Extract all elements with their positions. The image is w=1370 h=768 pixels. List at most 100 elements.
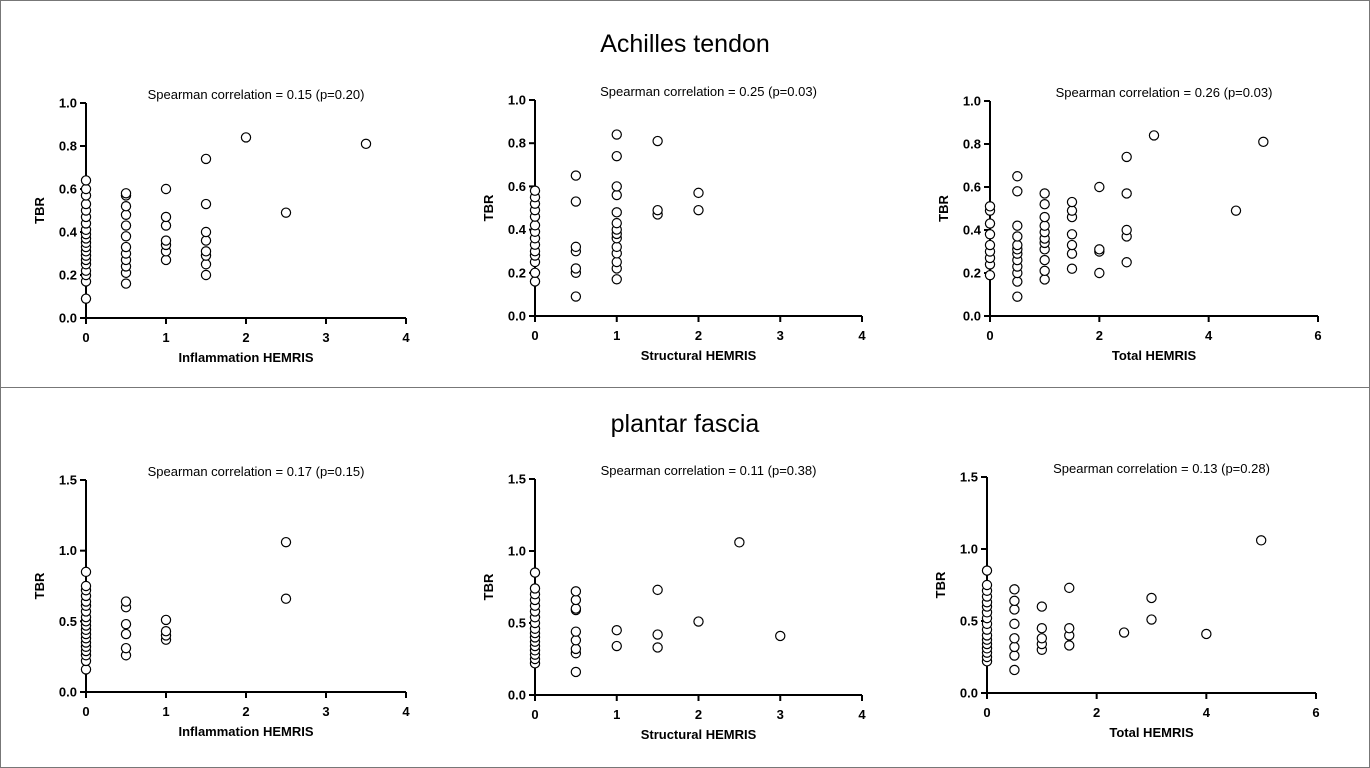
- data-point: [120, 618, 132, 630]
- y-axis-title: TBR: [933, 571, 948, 598]
- data-point: [160, 220, 172, 231]
- data-point: [200, 259, 212, 270]
- data-point: [570, 666, 582, 678]
- x-axis-title: Total HEMRIS: [1112, 348, 1197, 363]
- y-axis-title: TBR: [481, 194, 496, 221]
- data-point: [1012, 231, 1023, 242]
- y-tick-label: 0.2: [59, 268, 77, 283]
- data-point: [1064, 640, 1075, 651]
- y-tick-label: 0.2: [963, 266, 981, 281]
- data-point: [1066, 229, 1078, 240]
- x-tick-label: 2: [242, 330, 249, 345]
- y-tick-label: 1.5: [59, 473, 77, 488]
- y-tick-label: 0.5: [960, 614, 978, 629]
- data-point: [529, 567, 541, 578]
- data-point: [160, 254, 172, 266]
- y-tick-label: 0.0: [59, 685, 77, 700]
- data-point: [280, 593, 292, 604]
- data-point: [1036, 623, 1048, 634]
- data-point: [200, 269, 212, 281]
- y-tick-label: 0.8: [508, 136, 526, 151]
- x-axis-title: Structural HEMRIS: [641, 727, 757, 742]
- data-point: [1039, 254, 1050, 266]
- y-tick-label: 1.5: [960, 470, 978, 485]
- data-point: [984, 229, 996, 240]
- data-point: [570, 594, 582, 606]
- data-point: [1064, 623, 1075, 634]
- data-point: [160, 235, 172, 246]
- scatter-panel-1: 0.0 0.2 0.4 0.6 0.8 1.0 0 1 2 3 4 Inflammation HEMR…: [32, 87, 410, 365]
- data-point: [984, 201, 996, 212]
- data-point: [1009, 633, 1020, 644]
- data-point: [1066, 263, 1078, 274]
- x-tick-label: 6: [1314, 328, 1321, 343]
- data-point: [1121, 151, 1132, 163]
- data-point: [1036, 601, 1048, 612]
- y-tick-label: 0.0: [59, 311, 77, 326]
- data-point: [1094, 181, 1105, 193]
- data-point: [1148, 130, 1160, 141]
- data-point: [120, 188, 132, 199]
- data-point: [120, 209, 132, 220]
- data-point: [1039, 188, 1050, 199]
- y-tick-label: 1.0: [960, 542, 978, 557]
- y-tick-label: 0.6: [508, 179, 526, 194]
- x-tick-label: 2: [1096, 328, 1103, 343]
- x-axis-title: Inflammation HEMRIS: [178, 350, 313, 365]
- y-tick-label: 1.0: [508, 93, 526, 108]
- data-point: [570, 291, 582, 302]
- x-tick-label: 3: [322, 704, 329, 719]
- x-tick-label: 0: [986, 328, 993, 343]
- data-point: [1012, 171, 1023, 182]
- data-point: [693, 616, 704, 627]
- data-point: [80, 183, 92, 195]
- data-point: [120, 220, 132, 231]
- x-tick-label: 2: [1093, 705, 1100, 720]
- data-point: [984, 218, 996, 229]
- data-point: [611, 241, 622, 253]
- data-point: [80, 175, 92, 186]
- data-point: [652, 584, 663, 596]
- data-point: [1094, 267, 1105, 279]
- spearman-annotation: Spearman correlation = 0.26 (p=0.03): [1056, 85, 1273, 100]
- data-point: [120, 596, 132, 607]
- x-tick-label: 3: [777, 328, 784, 343]
- data-point: [200, 153, 212, 165]
- data-point: [1039, 220, 1050, 231]
- y-tick-label: 1.0: [508, 544, 526, 559]
- data-point: [611, 640, 622, 652]
- scatter-panel-6: 0.0 0.5 1.0 1.5 0 2 4 6 Total HEMRIS TBR Spearman …: [933, 461, 1320, 740]
- data-point: [160, 626, 172, 637]
- data-point: [1009, 604, 1020, 615]
- x-tick-label: 1: [613, 707, 620, 722]
- data-point: [1009, 595, 1020, 607]
- y-axis-title: TBR: [32, 197, 47, 224]
- data-point: [652, 642, 663, 653]
- data-point: [1064, 582, 1075, 594]
- x-tick-label: 1: [162, 704, 169, 719]
- scatter-panel-5: 0.0 0.5 1.0 1.5 0 1 2 3 4 Structural HEMRIS TBR Spe…: [481, 463, 866, 742]
- y-tick-label: 0.2: [508, 265, 526, 280]
- data-point: [160, 211, 172, 223]
- x-tick-label: 3: [322, 330, 329, 345]
- x-tick-label: 6: [1312, 705, 1319, 720]
- y-tick-label: 0.0: [508, 309, 526, 324]
- y-tick-label: 0.0: [960, 686, 978, 701]
- y-tick-label: 0.0: [963, 309, 981, 324]
- data-point: [1039, 265, 1050, 277]
- y-tick-label: 1.0: [59, 543, 77, 558]
- x-axis-title: Inflammation HEMRIS: [178, 724, 313, 739]
- data-point: [1201, 628, 1212, 640]
- scatter-panels: 0.0 0.2 0.4 0.6 0.8 1.0 0 1 2 3 4 Inflammation HEMR…: [32, 84, 1322, 742]
- data-point: [80, 580, 92, 592]
- data-point: [200, 198, 212, 210]
- y-tick-label: 0.8: [963, 137, 981, 152]
- data-point: [1094, 244, 1105, 255]
- data-point: [529, 185, 541, 196]
- data-point: [611, 181, 622, 192]
- x-tick-label: 2: [695, 707, 702, 722]
- data-point: [570, 603, 582, 614]
- y-tick-label: 0.4: [508, 222, 527, 237]
- y-tick-label: 0.0: [508, 688, 526, 703]
- data-point: [120, 628, 132, 640]
